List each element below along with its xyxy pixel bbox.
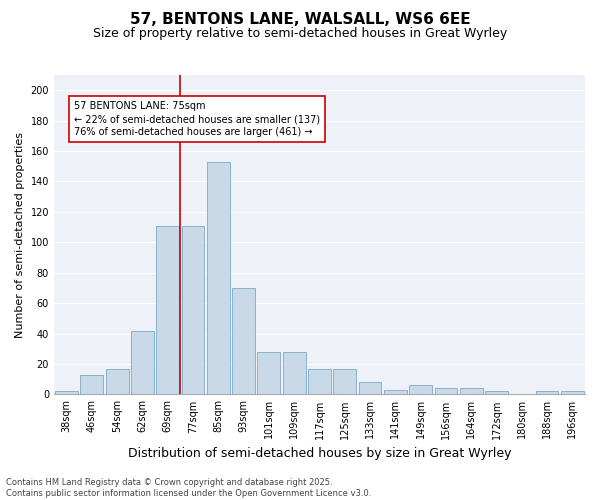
Bar (80, 374, 103, 394)
Bar (182, 226, 205, 394)
Bar (308, 368, 331, 394)
Bar (257, 352, 280, 395)
Bar (384, 390, 407, 394)
Bar (409, 386, 432, 394)
Bar (460, 388, 482, 394)
Bar (157, 226, 179, 394)
Bar (536, 392, 559, 394)
Bar (232, 288, 255, 395)
Bar (131, 330, 154, 394)
Bar (434, 388, 457, 394)
Bar (359, 382, 382, 394)
Text: 57 BENTONS LANE: 75sqm
← 22% of semi-detached houses are smaller (137)
76% of se: 57 BENTONS LANE: 75sqm ← 22% of semi-det… (74, 101, 320, 138)
Text: Contains HM Land Registry data © Crown copyright and database right 2025.
Contai: Contains HM Land Registry data © Crown c… (6, 478, 371, 498)
Bar (207, 162, 230, 394)
X-axis label: Distribution of semi-detached houses by size in Great Wyrley: Distribution of semi-detached houses by … (128, 447, 511, 460)
Bar (55, 392, 78, 394)
Bar (283, 352, 305, 395)
Text: 57, BENTONS LANE, WALSALL, WS6 6EE: 57, BENTONS LANE, WALSALL, WS6 6EE (130, 12, 470, 28)
Bar (561, 392, 584, 394)
Bar (106, 368, 128, 394)
Y-axis label: Number of semi-detached properties: Number of semi-detached properties (15, 132, 25, 338)
Bar (485, 392, 508, 394)
Text: Size of property relative to semi-detached houses in Great Wyrley: Size of property relative to semi-detach… (93, 28, 507, 40)
Bar (334, 368, 356, 394)
